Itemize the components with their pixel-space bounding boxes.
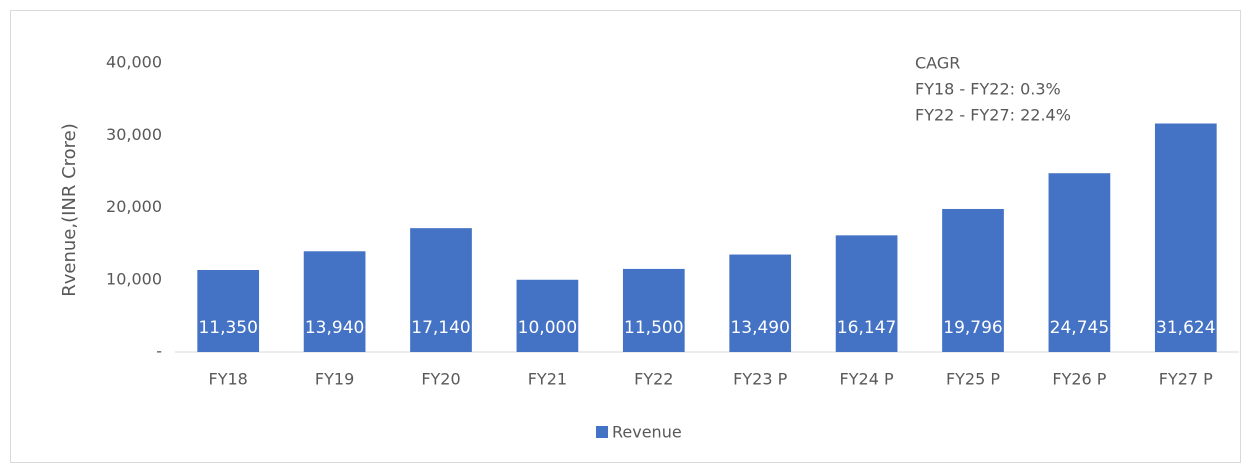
x-tick-label: FY25 P bbox=[946, 370, 1000, 389]
annotation: FY18 - FY22: 0.3% bbox=[915, 80, 1061, 99]
x-tick-label: FY27 P bbox=[1159, 370, 1213, 389]
bar bbox=[303, 251, 366, 352]
data-label: 16,147 bbox=[837, 318, 896, 338]
data-label: 10,000 bbox=[518, 318, 577, 338]
bar bbox=[942, 208, 1004, 352]
x-tick-label: FY19 bbox=[315, 370, 354, 389]
x-tick-label: FY20 bbox=[421, 370, 460, 389]
bar bbox=[516, 279, 579, 352]
legend-swatch bbox=[596, 426, 608, 438]
bar bbox=[410, 228, 472, 352]
x-tick-label: FY22 bbox=[634, 370, 673, 389]
y-axis-label: Rvenue,(INR Crore) bbox=[59, 123, 80, 297]
data-label: 13,940 bbox=[305, 318, 364, 338]
data-label: 31,624 bbox=[1156, 318, 1215, 338]
bar bbox=[1154, 123, 1217, 352]
y-tick-label: 40,000 bbox=[106, 53, 162, 72]
bar bbox=[197, 269, 260, 352]
legend-label: Revenue bbox=[612, 423, 682, 442]
x-tick-label: FY18 bbox=[209, 370, 248, 389]
y-tick-label: 30,000 bbox=[106, 125, 162, 144]
bar bbox=[622, 268, 685, 352]
bar bbox=[1048, 173, 1111, 352]
x-tick-label: FY21 bbox=[528, 370, 567, 389]
data-label: 19,796 bbox=[943, 318, 1002, 338]
x-tick-label: FY26 P bbox=[1052, 370, 1106, 389]
bar bbox=[729, 254, 792, 352]
chart-border bbox=[10, 10, 1241, 463]
annotation: FY22 - FY27: 22.4% bbox=[915, 106, 1071, 125]
data-label: 17,140 bbox=[411, 318, 470, 338]
annotation: CAGR bbox=[915, 54, 960, 73]
bar bbox=[835, 235, 898, 352]
data-label: 11,350 bbox=[198, 318, 257, 338]
data-label: 24,745 bbox=[1050, 318, 1109, 338]
y-tick-label: 10,000 bbox=[106, 269, 162, 288]
y-tick-label: - bbox=[156, 342, 162, 361]
y-tick-label: 20,000 bbox=[106, 197, 162, 216]
data-label: 13,490 bbox=[730, 318, 789, 338]
x-tick-label: FY23 P bbox=[733, 370, 787, 389]
data-label: 11,500 bbox=[624, 318, 683, 338]
x-tick-label: FY24 P bbox=[840, 370, 894, 389]
